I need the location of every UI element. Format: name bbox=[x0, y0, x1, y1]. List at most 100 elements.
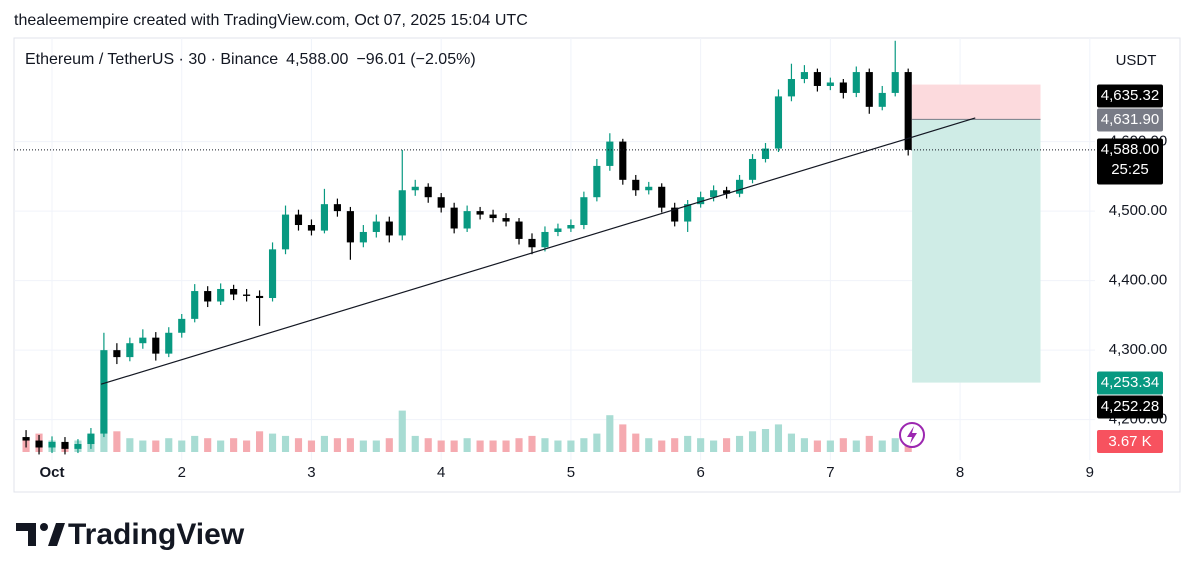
candle-body bbox=[320, 204, 328, 231]
candle-body bbox=[165, 332, 173, 354]
candle-body bbox=[567, 225, 575, 229]
volume-bar bbox=[437, 440, 445, 452]
candle-body bbox=[463, 211, 471, 229]
volume-bar bbox=[891, 438, 899, 452]
volume-bar bbox=[307, 440, 316, 452]
volume-bar bbox=[761, 429, 770, 452]
alert-icon bbox=[899, 422, 925, 448]
candle-body bbox=[632, 179, 640, 191]
candle-body bbox=[502, 218, 510, 222]
candle-body bbox=[658, 186, 666, 208]
candle-body bbox=[761, 148, 770, 159]
candle-body bbox=[671, 207, 679, 222]
candle-body bbox=[852, 72, 860, 93]
candle-body bbox=[515, 221, 523, 239]
candle-body bbox=[489, 214, 497, 219]
candle-body bbox=[476, 211, 484, 215]
volume-tag bbox=[1097, 430, 1163, 453]
candle-body bbox=[593, 165, 601, 198]
volume-bar bbox=[385, 438, 393, 452]
countdown: 25:25 bbox=[1111, 161, 1149, 178]
x-tick-label: 2 bbox=[178, 464, 186, 481]
volume-bar bbox=[502, 440, 510, 452]
volume-bar bbox=[904, 443, 912, 452]
volume-bar bbox=[541, 438, 549, 452]
candle-body bbox=[554, 228, 562, 232]
candle-body bbox=[152, 337, 160, 354]
candle-body bbox=[684, 204, 692, 222]
volume-bar bbox=[476, 440, 484, 452]
candle-body bbox=[230, 288, 238, 295]
plot: Oct 2 3 4 5 6 7 8 94,200.004,300.004,400.004,500… bbox=[14, 38, 1167, 481]
last-price: 4,588.00 bbox=[286, 51, 348, 68]
symbol-line: Ethereum / TetherUS · 30 · Binance 4,588.… bbox=[25, 51, 476, 68]
volume-tag-label: 3.67 K bbox=[1108, 433, 1151, 450]
volume-bar bbox=[152, 440, 160, 452]
volume-bar bbox=[852, 440, 860, 452]
candle-body bbox=[359, 231, 367, 243]
candle-body bbox=[22, 437, 30, 441]
candle-body bbox=[191, 291, 199, 319]
price-tag bbox=[1097, 84, 1163, 108]
candle-body bbox=[839, 82, 847, 93]
volume-bar bbox=[878, 440, 886, 452]
x-tick-label: 5 bbox=[567, 464, 575, 481]
volume-bar bbox=[217, 440, 225, 452]
volume-bar bbox=[333, 438, 341, 452]
volume-bar bbox=[671, 438, 679, 452]
candle-body bbox=[826, 82, 834, 86]
price-tag-label: 4,635.32 bbox=[1101, 87, 1159, 104]
volume-bar bbox=[748, 431, 757, 452]
volume-bar bbox=[735, 435, 744, 452]
volume-bar bbox=[281, 435, 290, 452]
candle-body bbox=[865, 72, 873, 107]
candle-body bbox=[735, 179, 744, 194]
volume-bar bbox=[593, 433, 601, 452]
y-tick-label: 4,300.00 bbox=[1109, 341, 1167, 358]
volume-bar bbox=[528, 435, 536, 452]
volume-bar bbox=[230, 438, 238, 452]
y-tick-label: 4,500.00 bbox=[1109, 202, 1167, 219]
volume-bar bbox=[710, 440, 718, 452]
header: thealeemempire created with TradingView.… bbox=[14, 12, 528, 29]
volume-bar bbox=[463, 438, 471, 452]
candle-body bbox=[424, 186, 432, 198]
volume-bar bbox=[411, 435, 419, 452]
candle-body bbox=[61, 441, 69, 449]
volume-bar bbox=[346, 438, 354, 452]
candle-body bbox=[35, 440, 43, 448]
candle-body bbox=[256, 295, 264, 299]
volume-bar bbox=[126, 438, 134, 452]
x-tick-label: 6 bbox=[696, 464, 704, 481]
price-tag bbox=[1097, 138, 1163, 185]
candle-body bbox=[204, 291, 212, 302]
volume-bar bbox=[723, 438, 731, 452]
candle-body bbox=[878, 92, 886, 107]
candle-body bbox=[748, 158, 757, 180]
brand-name: TradingView bbox=[68, 518, 245, 551]
candle-body bbox=[697, 197, 705, 205]
volume-bar bbox=[204, 438, 212, 452]
x-tick-label: 8 bbox=[956, 464, 964, 481]
candle-body bbox=[606, 141, 614, 166]
candle-body bbox=[217, 288, 225, 302]
candle-body bbox=[48, 441, 56, 448]
candle-body bbox=[813, 72, 821, 86]
candle-body bbox=[74, 444, 82, 449]
position-stop-zone bbox=[912, 84, 1041, 120]
volume-bar bbox=[774, 424, 783, 452]
volume-bar bbox=[658, 440, 666, 452]
candle-body bbox=[243, 294, 251, 296]
volume-bar bbox=[554, 440, 562, 452]
volume-bar bbox=[865, 435, 873, 452]
candle-body bbox=[87, 433, 95, 445]
volume-bar bbox=[268, 433, 277, 452]
axis-unit: USDT bbox=[1116, 52, 1157, 69]
volume-bar bbox=[697, 438, 705, 452]
brand-logo: TradingView bbox=[16, 518, 245, 551]
volume-bar bbox=[398, 410, 406, 452]
candle-body bbox=[437, 197, 445, 208]
volume-bar bbox=[294, 438, 303, 452]
volume-bar bbox=[515, 438, 523, 452]
